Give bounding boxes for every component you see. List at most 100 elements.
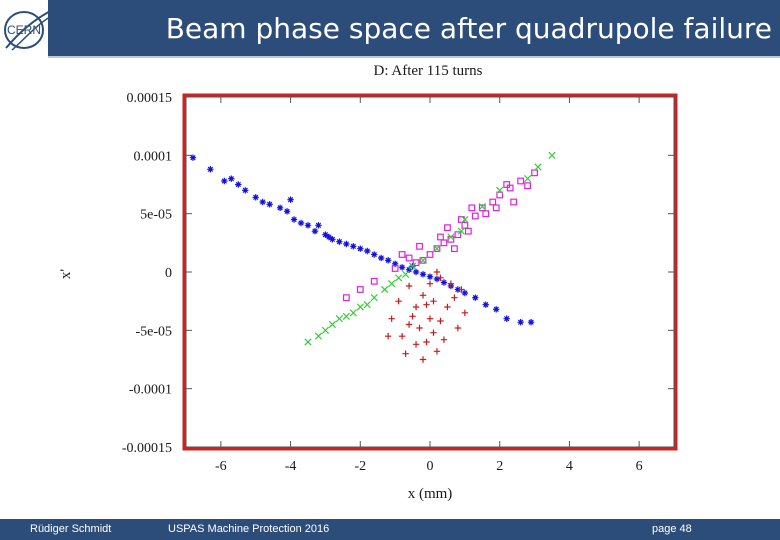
data-point bbox=[451, 245, 458, 253]
series-green-cross bbox=[304, 151, 556, 346]
data-point bbox=[444, 303, 451, 311]
slide-footer: Rüdiger Schmidt USPAS Machine Protection… bbox=[0, 519, 780, 540]
y-tick-label: -0.0001 bbox=[129, 383, 172, 398]
data-point bbox=[524, 182, 531, 190]
data-point bbox=[478, 203, 486, 211]
data-point bbox=[496, 186, 504, 194]
data-point bbox=[189, 154, 197, 161]
data-point bbox=[343, 240, 350, 248]
highlight-box bbox=[182, 93, 678, 451]
data-point bbox=[290, 216, 298, 223]
data-point bbox=[426, 280, 434, 287]
data-point bbox=[402, 350, 409, 357]
data-point bbox=[412, 341, 420, 348]
data-point bbox=[384, 257, 392, 264]
data-point bbox=[548, 151, 556, 159]
data-point bbox=[517, 318, 524, 326]
plot-area bbox=[185, 96, 675, 448]
data-point bbox=[416, 324, 423, 332]
data-point bbox=[523, 175, 532, 183]
data-point bbox=[447, 233, 455, 241]
slide-header: CERN Beam phase space after quadrupole f… bbox=[0, 0, 780, 58]
data-point bbox=[287, 196, 294, 203]
data-point bbox=[478, 204, 486, 212]
data-point bbox=[461, 221, 469, 229]
data-point bbox=[252, 194, 259, 201]
data-point bbox=[350, 243, 357, 250]
data-point bbox=[412, 268, 420, 276]
data-point bbox=[325, 233, 333, 241]
data-point bbox=[336, 238, 343, 245]
data-point bbox=[496, 191, 504, 199]
page-number: page 48 bbox=[652, 523, 692, 535]
data-point bbox=[283, 208, 291, 215]
data-point bbox=[405, 321, 413, 328]
data-point bbox=[464, 227, 472, 235]
data-point bbox=[391, 260, 399, 268]
series-blue-asterisk bbox=[189, 154, 535, 326]
data-point bbox=[314, 332, 323, 340]
y-tick-label: -0.00015 bbox=[122, 441, 172, 456]
data-point bbox=[471, 212, 479, 220]
data-point bbox=[356, 286, 364, 293]
page-title: Beam phase space after quadrupole failur… bbox=[165, 12, 772, 45]
data-point bbox=[370, 277, 378, 285]
data-point bbox=[357, 245, 364, 252]
data-point bbox=[384, 332, 392, 340]
data-point bbox=[276, 204, 284, 212]
data-point bbox=[457, 227, 465, 235]
y-tick-label: 0.00015 bbox=[127, 91, 173, 106]
data-point bbox=[329, 236, 336, 243]
data-point bbox=[454, 324, 462, 332]
data-point bbox=[401, 270, 410, 278]
data-point bbox=[356, 303, 364, 311]
data-point bbox=[364, 247, 371, 255]
data-point bbox=[405, 282, 413, 290]
x-tick-label: 2 bbox=[496, 459, 503, 474]
phase-space-chart: D: After 115 turns 0.00015 0.0001 5e-05 0 -5… bbox=[58, 63, 678, 502]
cern-logo-icon: CERN bbox=[4, 7, 59, 51]
data-point bbox=[454, 231, 462, 239]
x-tick-label: 6 bbox=[636, 459, 643, 474]
data-point bbox=[444, 224, 451, 232]
data-point bbox=[221, 177, 228, 185]
data-point bbox=[440, 239, 448, 247]
data-point bbox=[482, 210, 490, 218]
data-point bbox=[395, 274, 403, 282]
data-point bbox=[426, 315, 434, 322]
data-point bbox=[503, 181, 511, 188]
data-point bbox=[405, 266, 413, 273]
footer-author: Rüdiger Schmidt bbox=[30, 523, 112, 535]
data-point bbox=[419, 271, 427, 278]
data-point bbox=[433, 275, 441, 283]
data-point bbox=[335, 315, 343, 323]
data-point bbox=[527, 318, 535, 326]
data-point bbox=[461, 289, 469, 297]
data-point bbox=[378, 254, 385, 262]
data-point bbox=[398, 332, 406, 340]
data-point bbox=[419, 292, 427, 299]
data-point bbox=[297, 219, 305, 227]
data-point bbox=[363, 301, 371, 309]
y-tick-label: 5e-05 bbox=[140, 208, 172, 223]
data-point bbox=[437, 317, 444, 325]
data-point bbox=[430, 297, 437, 305]
data-point bbox=[437, 274, 444, 282]
data-point bbox=[242, 187, 249, 194]
header-divider bbox=[48, 56, 780, 58]
data-point bbox=[304, 222, 312, 229]
y-tick-label: 0 bbox=[165, 266, 172, 281]
data-point bbox=[433, 268, 441, 276]
data-point bbox=[440, 336, 448, 343]
x-tick-label: -2 bbox=[354, 459, 366, 474]
y-tick-label: -5e-05 bbox=[135, 324, 172, 339]
x-tick-label: 4 bbox=[566, 459, 573, 474]
data-point bbox=[342, 294, 350, 302]
data-point bbox=[266, 201, 273, 208]
data-point bbox=[447, 280, 455, 287]
data-point bbox=[259, 198, 266, 206]
data-point bbox=[419, 356, 427, 363]
data-point bbox=[433, 245, 441, 253]
data-point bbox=[304, 338, 312, 346]
data-point bbox=[433, 245, 441, 253]
